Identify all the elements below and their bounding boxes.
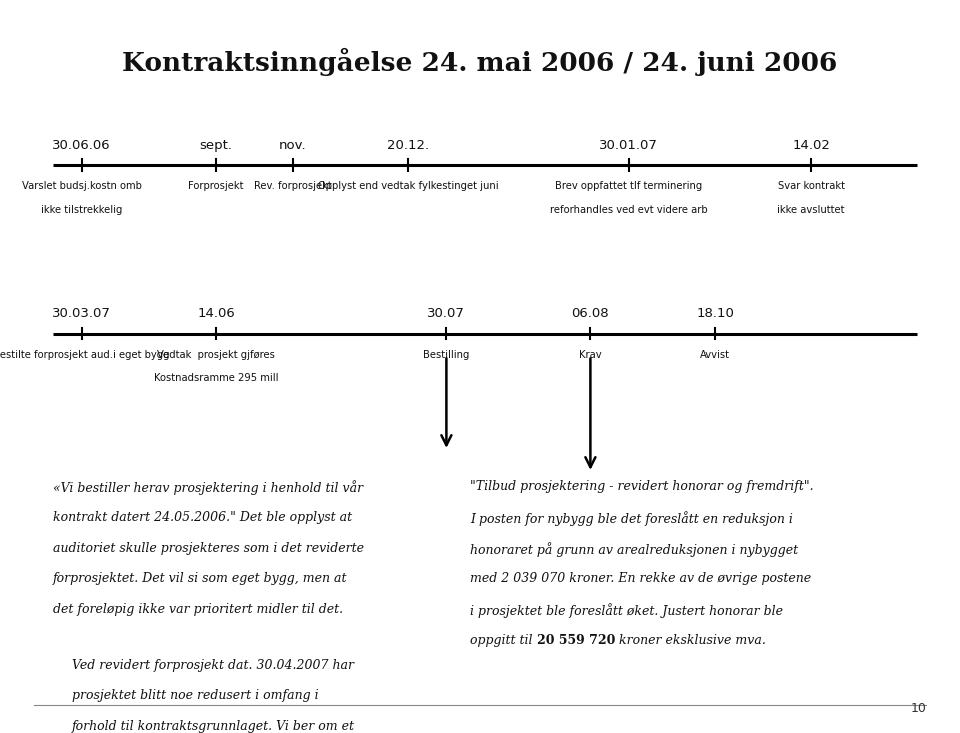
Text: Brev oppfattet tlf terminering: Brev oppfattet tlf terminering: [555, 181, 703, 191]
Text: 30.07: 30.07: [427, 307, 466, 320]
Text: Bestilling: Bestilling: [423, 350, 469, 360]
Text: honoraret på grunn av arealreduksjonen i nybygget: honoraret på grunn av arealreduksjonen i…: [470, 542, 799, 556]
Text: Bestilte forprosjekt aud.i eget bygg: Bestilte forprosjekt aud.i eget bygg: [0, 350, 170, 360]
Text: Krav: Krav: [579, 350, 602, 360]
Text: 20.12.: 20.12.: [387, 139, 429, 152]
Text: auditoriet skulle prosjekteres som i det reviderte: auditoriet skulle prosjekteres som i det…: [53, 542, 364, 555]
Text: Kostnadsramme 295 mill: Kostnadsramme 295 mill: [154, 373, 278, 383]
Text: 14.06: 14.06: [197, 307, 235, 320]
Text: prosjektet blitt noe redusert i omfang i: prosjektet blitt noe redusert i omfang i: [72, 690, 319, 702]
Text: Varslet budsj.kostn omb: Varslet budsj.kostn omb: [22, 181, 141, 191]
Text: nov.: nov.: [279, 139, 306, 152]
Text: 14.02: 14.02: [792, 139, 830, 152]
Text: kroner eksklusive mva.: kroner eksklusive mva.: [615, 634, 766, 647]
Text: Avvist: Avvist: [700, 350, 731, 360]
Text: 10: 10: [910, 701, 926, 715]
Text: 18.10: 18.10: [696, 307, 734, 320]
Text: Svar kontrakt: Svar kontrakt: [778, 181, 845, 191]
Text: I posten for nybygg ble det foreslått en reduksjon i: I posten for nybygg ble det foreslått en…: [470, 511, 793, 526]
Text: forhold til kontraktsgrunnlaget. Vi ber om et: forhold til kontraktsgrunnlaget. Vi ber …: [72, 721, 355, 733]
Text: reforhandles ved evt videre arb: reforhandles ved evt videre arb: [550, 205, 708, 215]
Text: Forprosjekt: Forprosjekt: [188, 181, 244, 191]
Text: kontrakt datert 24.05.2006." Det ble opplyst at: kontrakt datert 24.05.2006." Det ble opp…: [53, 511, 352, 524]
Text: Rev. forprosjekt: Rev. forprosjekt: [254, 181, 331, 191]
Text: Opplyst end vedtak fylkestinget juni: Opplyst end vedtak fylkestinget juni: [318, 181, 498, 191]
Text: 30.06.06: 30.06.06: [52, 139, 111, 152]
Text: det foreløpig ikke var prioritert midler til det.: det foreløpig ikke var prioritert midler…: [53, 603, 343, 616]
Text: i prosjektet ble foreslått øket. Justert honorar ble: i prosjektet ble foreslått øket. Justert…: [470, 603, 783, 618]
Text: ikke avsluttet: ikke avsluttet: [778, 205, 845, 215]
Text: 30.03.07: 30.03.07: [52, 307, 111, 320]
Text: Ved revidert forprosjekt dat. 30.04.2007 har: Ved revidert forprosjekt dat. 30.04.2007…: [72, 659, 354, 671]
Text: 20 559 720: 20 559 720: [537, 634, 615, 647]
Text: Kontraktsinngåelse 24. mai 2006 / 24. juni 2006: Kontraktsinngåelse 24. mai 2006 / 24. ju…: [122, 48, 838, 76]
Text: forprosjektet. Det vil si som eget bygg, men at: forprosjektet. Det vil si som eget bygg,…: [53, 572, 348, 586]
Text: med 2 039 070 kroner. En rekke av de øvrige postene: med 2 039 070 kroner. En rekke av de øvr…: [470, 572, 811, 586]
Text: ikke tilstrekkelig: ikke tilstrekkelig: [41, 205, 122, 215]
Text: 06.08: 06.08: [571, 307, 610, 320]
Text: Vedtak  prosjekt gjføres: Vedtak prosjekt gjføres: [157, 350, 275, 360]
Text: «Vi bestiller herav prosjektering i henhold til vår: «Vi bestiller herav prosjektering i henh…: [53, 480, 363, 495]
Text: "Tilbud prosjektering - revidert honorar og fremdrift".: "Tilbud prosjektering - revidert honorar…: [470, 480, 814, 493]
Text: 30.01.07: 30.01.07: [599, 139, 659, 152]
Text: sept.: sept.: [200, 139, 232, 152]
Text: oppgitt til: oppgitt til: [470, 634, 537, 647]
